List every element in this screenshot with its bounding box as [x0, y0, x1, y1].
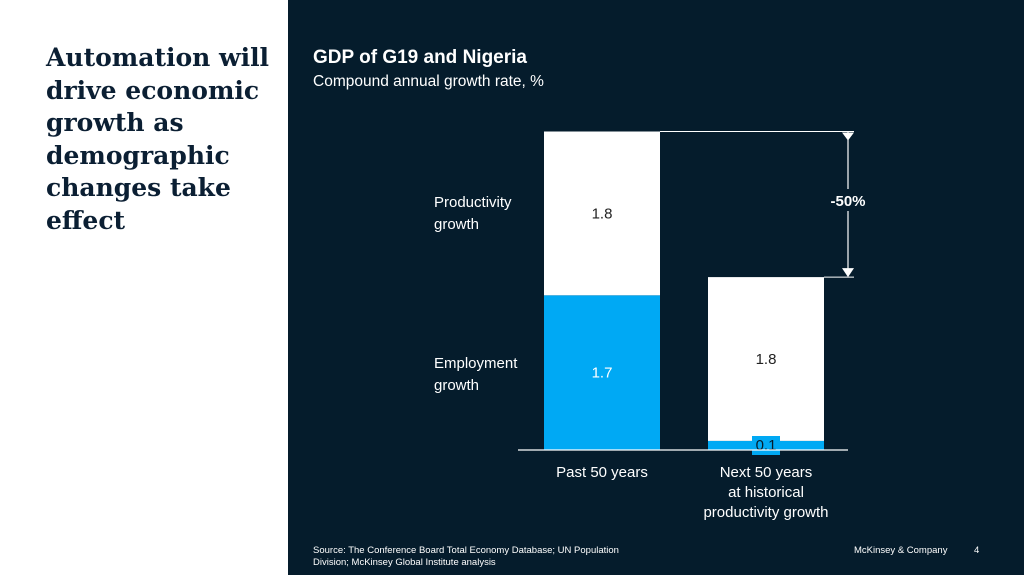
- annotation-label: -50%: [830, 193, 865, 210]
- legend-label-employment-line-1: Employment: [434, 355, 518, 372]
- chart-panel: GDP of G19 and Nigeria Compound annual g…: [288, 0, 1024, 575]
- chart-title: GDP of G19 and Nigeria: [313, 47, 527, 68]
- bar-segment-employment-1: [544, 295, 660, 450]
- legend-label-productivity-line-2: growth: [434, 216, 479, 233]
- data-label-productivity-2: 1.8: [756, 351, 777, 368]
- category-label-2-line-2: at historical: [728, 484, 804, 501]
- data-label-productivity-1: 1.8: [592, 205, 613, 222]
- annotation-arrow-top-head: [842, 132, 854, 141]
- data-label-employment-1: 1.7: [592, 365, 613, 382]
- source-note: Source: The Conference Board Total Econo…: [313, 545, 619, 568]
- category-label-2-line-1: Next 50 years: [720, 464, 813, 481]
- stacked-bar-chart: 1.8 1.7 1.8 0.1 Productivity growth Employment…: [434, 131, 872, 521]
- left-panel: Automation will drive economic growth as…: [0, 0, 288, 575]
- annotation-arrow-bottom-head: [842, 268, 854, 278]
- chart-subtitle: Compound annual growth rate, %: [313, 73, 544, 90]
- bar-segment-productivity-1: [544, 131, 660, 296]
- legend-label-productivity-line-1: Productivity: [434, 194, 512, 211]
- annotation-label-bg: [824, 189, 872, 211]
- category-label-1-line-1: Past 50 years: [556, 464, 648, 481]
- page-number: 4: [974, 545, 980, 556]
- legend-label-employment-line-2: growth: [434, 377, 479, 394]
- category-label-2-line-3: productivity growth: [703, 504, 828, 521]
- bar-segment-productivity-2: [708, 277, 824, 441]
- brand-label: McKinsey & Company: [854, 545, 948, 556]
- data-label-employment-2: 0.1: [756, 437, 777, 454]
- headline: Automation will drive economic growth as…: [46, 43, 270, 235]
